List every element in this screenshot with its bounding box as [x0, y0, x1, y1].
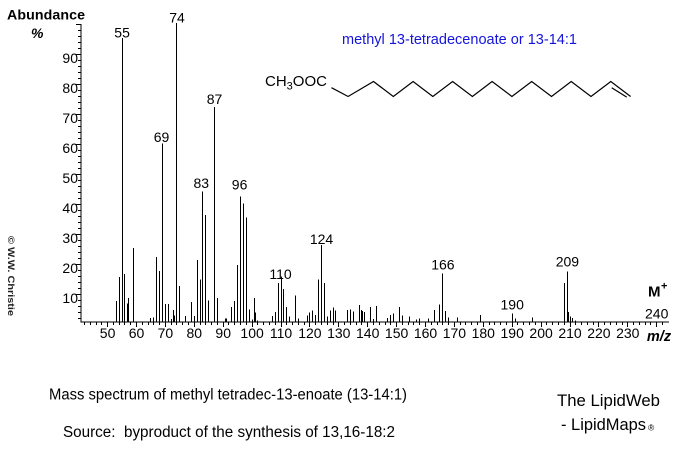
svg-text:methyl 13-tetradecenoate or 13: methyl 13-tetradecenoate or 13-14:1 — [342, 31, 577, 48]
svg-text:200: 200 — [529, 325, 553, 341]
svg-text:230: 230 — [616, 325, 640, 341]
svg-text:110: 110 — [270, 325, 293, 341]
svg-text:80: 80 — [62, 80, 78, 96]
svg-text:83: 83 — [194, 175, 210, 191]
svg-text:40: 40 — [62, 200, 78, 216]
svg-text:20: 20 — [62, 260, 78, 276]
svg-text:+: + — [661, 281, 667, 293]
svg-text:10: 10 — [62, 290, 78, 306]
svg-text:69: 69 — [154, 129, 170, 145]
svg-text:160: 160 — [414, 325, 438, 341]
svg-text:140: 140 — [356, 325, 380, 341]
svg-text:110: 110 — [269, 266, 292, 282]
svg-text:240: 240 — [645, 306, 669, 322]
svg-text:80: 80 — [187, 325, 203, 341]
svg-text:50: 50 — [62, 170, 78, 186]
svg-text:170: 170 — [443, 325, 467, 341]
svg-text:180: 180 — [472, 325, 496, 341]
svg-text:%: % — [31, 25, 44, 41]
svg-text:M: M — [648, 284, 661, 301]
svg-text:70: 70 — [158, 325, 174, 341]
svg-text:Mass spectrum of methyl tetrad: Mass spectrum of methyl tetradec-13-enoa… — [49, 387, 407, 404]
svg-text:Abundance: Abundance — [7, 8, 85, 24]
svg-text:209: 209 — [556, 254, 580, 270]
svg-text:60: 60 — [129, 325, 145, 341]
svg-text:The LipidWeb: The LipidWeb — [557, 392, 660, 410]
svg-text:- LipidMaps: - LipidMaps — [561, 416, 646, 434]
svg-text:60: 60 — [62, 140, 78, 156]
svg-text:50: 50 — [100, 325, 116, 341]
svg-text:87: 87 — [207, 91, 223, 107]
svg-text:CH3OOC: CH3OOC — [265, 73, 327, 93]
svg-text:166: 166 — [431, 257, 455, 273]
svg-text:120: 120 — [298, 325, 322, 341]
svg-text:96: 96 — [232, 177, 248, 193]
svg-text:130: 130 — [327, 325, 351, 341]
svg-text:220: 220 — [587, 325, 611, 341]
svg-text:190: 190 — [501, 325, 525, 341]
svg-text:m/z: m/z — [647, 329, 672, 345]
svg-text:55: 55 — [114, 25, 130, 41]
svg-text:90: 90 — [62, 50, 78, 66]
svg-text:190: 190 — [501, 297, 525, 313]
svg-text:70: 70 — [62, 110, 78, 126]
svg-text:100: 100 — [240, 325, 264, 341]
svg-text:®: ® — [648, 423, 655, 433]
svg-text:74: 74 — [169, 10, 185, 26]
svg-text:© W.W. Christie: © W.W. Christie — [5, 236, 16, 316]
svg-text:210: 210 — [558, 325, 582, 341]
svg-text:90: 90 — [215, 325, 231, 341]
svg-text:150: 150 — [385, 325, 409, 341]
svg-text:30: 30 — [62, 230, 78, 246]
svg-text:124: 124 — [310, 231, 334, 247]
svg-text:Source: byproduct of the synt: Source: byproduct of the synthesis of 13… — [63, 424, 395, 441]
